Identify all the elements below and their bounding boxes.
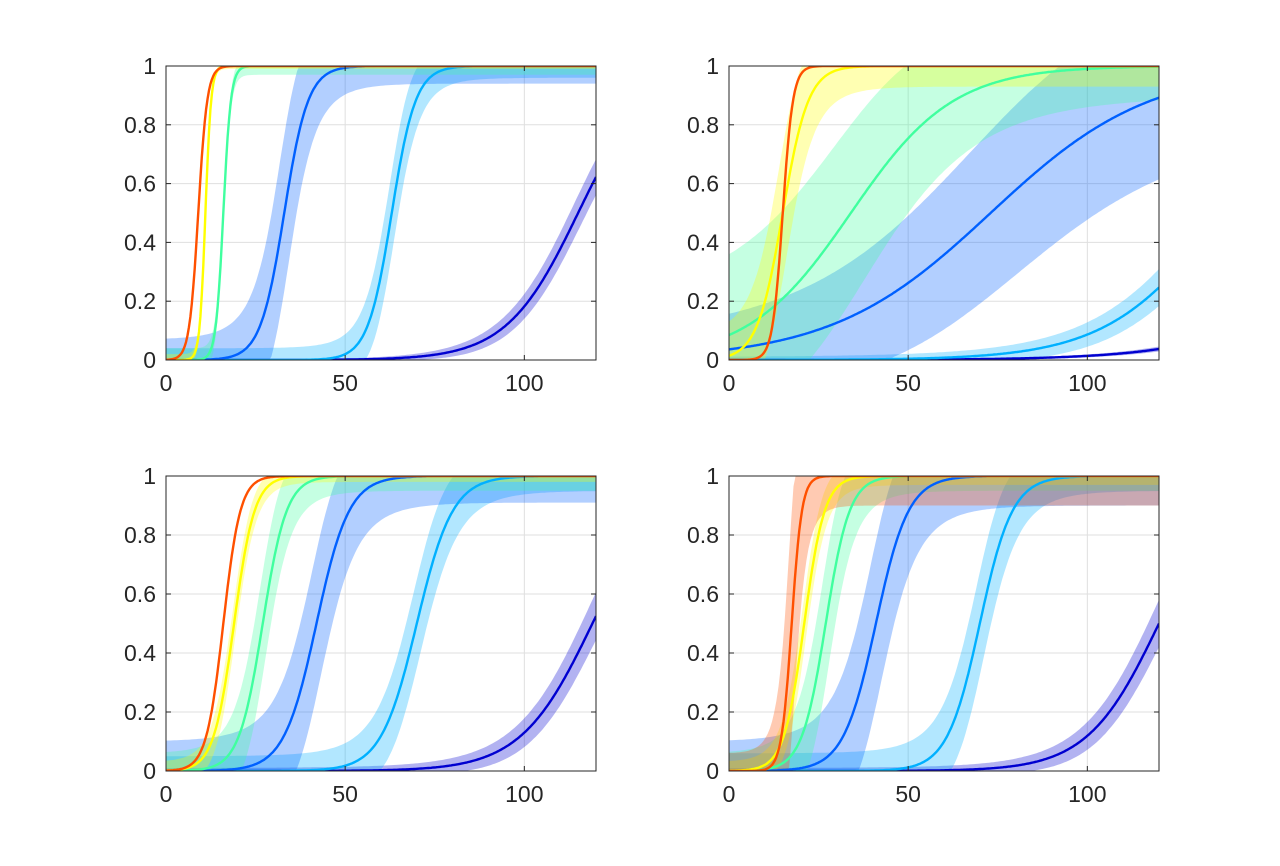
confidence-band-series-4	[166, 476, 596, 771]
x-tick-label: 50	[895, 370, 921, 396]
axes-frame	[728, 475, 1160, 772]
y-tick-label: 0.8	[124, 112, 156, 138]
y-tick-label: 0.2	[687, 699, 719, 725]
confidence-band-series-1	[729, 476, 1159, 771]
x-tick-label: 50	[895, 781, 921, 807]
y-tick-label: 0.6	[687, 581, 719, 607]
confidence-band-series-4	[729, 476, 1159, 771]
series-line-6	[166, 176, 596, 360]
axes-frame	[165, 475, 597, 772]
confidence-band-series-3	[729, 476, 1159, 771]
y-tick-label: 0.2	[124, 699, 156, 725]
y-tick-label: 0.6	[124, 581, 156, 607]
y-tick-label: 0.8	[687, 522, 719, 548]
y-tick-label: 0.4	[687, 229, 719, 255]
series-line-2	[166, 476, 596, 771]
series-line-1	[729, 66, 1159, 360]
x-tick-label: 0	[723, 781, 736, 807]
y-tick-label: 0	[143, 347, 156, 373]
confidence-band-series-5	[729, 476, 1159, 771]
confidence-band-series-5	[166, 66, 596, 360]
series-line-4	[729, 96, 1159, 351]
series-line-3	[729, 476, 1159, 771]
y-tick-label: 0.4	[687, 640, 719, 666]
x-tick-label: 50	[332, 781, 358, 807]
series-line-3	[166, 66, 596, 360]
axes-frame	[165, 65, 597, 361]
y-tick-label: 0	[706, 347, 719, 373]
series-line-3	[166, 476, 596, 771]
y-tick-label: 0.4	[124, 640, 156, 666]
x-tick-label: 100	[1068, 370, 1106, 396]
confidence-band-series-3	[166, 476, 596, 771]
subplot-2: 0 50 100 0 0.2 0.4 0.6 0.8 1	[687, 53, 1160, 396]
y-tick-label: 1	[706, 53, 719, 79]
x-tick-label: 100	[1068, 781, 1106, 807]
x-tick-label: 0	[723, 370, 736, 396]
y-tick-label: 1	[143, 53, 156, 79]
y-tick-label: 0.2	[687, 288, 719, 314]
confidence-band-series-3	[729, 66, 1159, 360]
y-tick-label: 0.2	[124, 288, 156, 314]
x-tick-label: 0	[160, 370, 173, 396]
confidence-band-series-2	[166, 476, 596, 771]
plot-area	[729, 476, 1159, 771]
y-tick-label: 0	[706, 758, 719, 784]
subplot-3: 0 50 100 0 0.2 0.4 0.6 0.8 1	[124, 463, 597, 807]
confidence-band-series-5	[729, 268, 1159, 360]
confidence-band-series-5	[166, 476, 596, 771]
subplot-4: 0 50 100 0 0.2 0.4 0.6 0.8 1	[687, 463, 1160, 807]
series-line-6	[166, 615, 596, 771]
series-line-1	[166, 476, 596, 771]
series-line-4	[166, 476, 596, 771]
y-tick-label: 0.6	[687, 171, 719, 197]
axes-frame	[728, 65, 1160, 361]
y-tick-label: 1	[706, 463, 719, 489]
series-line-2	[729, 66, 1159, 357]
y-tick-label: 0	[143, 758, 156, 784]
subplot-1: 0 50 100 0 0.2 0.4 0.6 0.8 1	[124, 53, 597, 396]
x-tick-label: 0	[160, 781, 173, 807]
y-tick-label: 0.8	[124, 522, 156, 548]
confidence-band-series-4	[166, 66, 596, 360]
series-line-2	[729, 476, 1159, 771]
confidence-band-series-4	[729, 66, 1159, 360]
x-tick-label: 100	[505, 781, 543, 807]
series-line-5	[166, 66, 596, 360]
x-tick-label: 50	[332, 370, 358, 396]
y-tick-label: 0.8	[687, 112, 719, 138]
series-line-4	[729, 476, 1159, 771]
y-tick-label: 0.6	[124, 171, 156, 197]
series-line-1	[729, 476, 1159, 771]
y-tick-label: 0.4	[124, 229, 156, 255]
series-line-6	[729, 622, 1159, 771]
x-tick-label: 100	[505, 370, 543, 396]
y-tick-label: 1	[143, 463, 156, 489]
